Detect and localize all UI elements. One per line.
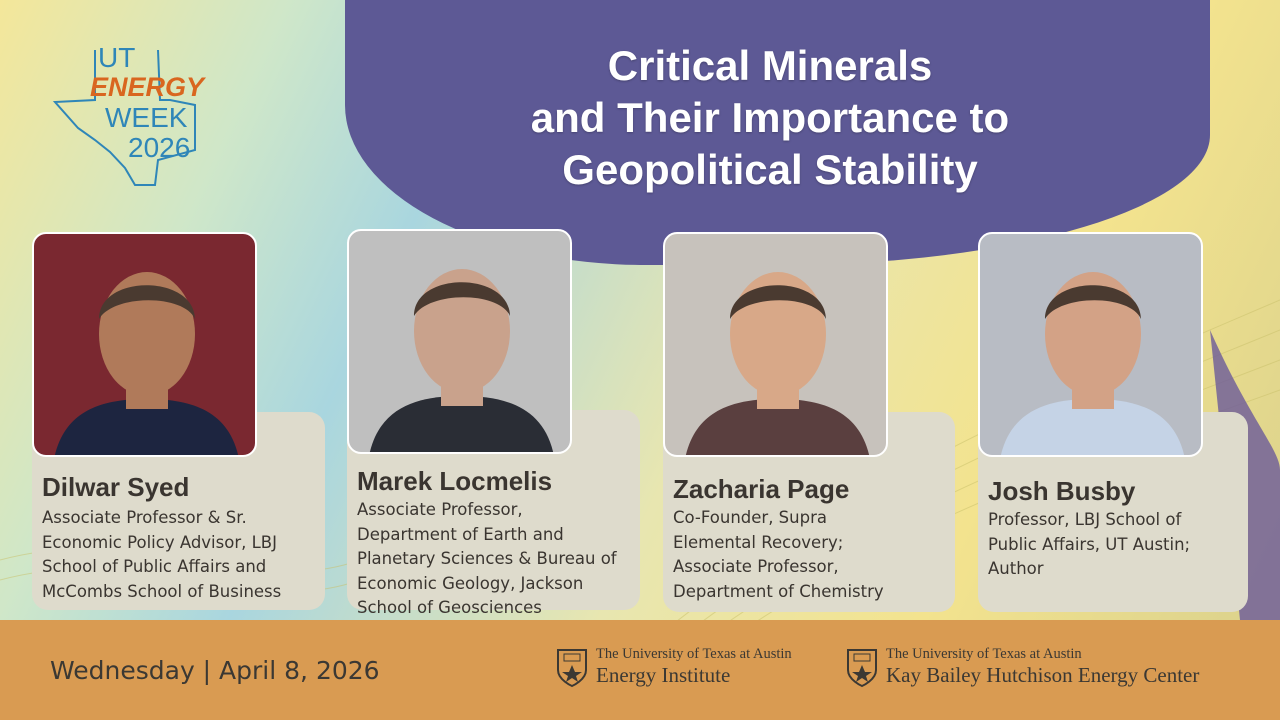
speaker-title: Associate Professor & Sr. <box>42 508 247 527</box>
logo-text: ENERGY <box>90 72 205 102</box>
institution-line: The University of Texas at Austin <box>596 646 792 662</box>
speaker-title: Department of Chemistry <box>673 581 884 601</box>
portrait <box>1001 272 1184 455</box>
title-shape <box>345 0 1210 265</box>
speaker-title: Author <box>988 559 1044 578</box>
speaker-title: School of Geosciences <box>357 598 542 617</box>
institution-name: Kay Bailey Hutchison Energy Center <box>886 663 1200 687</box>
speaker-title: Associate Professor, <box>357 500 523 519</box>
speaker-name: Dilwar Syed <box>42 472 190 502</box>
title-line: and Their Importance to <box>530 94 1010 141</box>
speaker-title: Department of Earth and <box>357 524 564 544</box>
ut-seal <box>846 648 878 688</box>
logo-text: UT <box>98 42 136 73</box>
portrait <box>55 272 238 455</box>
speaker-title: Planetary Sciences & Bureau of <box>357 549 617 568</box>
portrait <box>370 269 553 452</box>
speaker-photo <box>978 232 1203 457</box>
event-date: Wednesday | April 8, 2026 <box>50 656 380 685</box>
seal-icon <box>557 649 587 688</box>
speaker-title: Elemental Recovery; <box>673 532 844 552</box>
logo: UT ENERGY WEEK 2026 <box>50 40 220 200</box>
speaker-title: Economic Geology, Jackson <box>357 573 584 593</box>
speaker-photo <box>663 232 888 457</box>
institution-name: Energy Institute <box>596 663 731 687</box>
seal-icon <box>847 649 877 688</box>
speaker-photo <box>32 232 257 457</box>
speaker-title: Associate Professor, <box>673 557 839 576</box>
footer <box>0 620 1280 720</box>
speaker-name: Josh Busby <box>988 476 1136 506</box>
speaker-title: School of Public Affairs and <box>42 557 267 576</box>
texas-outline <box>52 49 196 186</box>
ut-seal <box>556 648 588 688</box>
speaker-title: Public Affairs, UT Austin; <box>988 534 1191 554</box>
speaker-title: Economic Policy Advisor, LBJ <box>42 532 277 552</box>
speaker-title: Professor, LBJ School of <box>988 510 1182 529</box>
speaker-title: Co-Founder, Supra <box>673 508 827 527</box>
logo-text: WEEK <box>105 102 188 133</box>
logo-text: 2026 <box>128 132 191 163</box>
speaker-name: Marek Locmelis <box>357 466 553 496</box>
institution-line: The University of Texas at Austin <box>886 646 1082 662</box>
portrait <box>686 272 869 455</box>
speaker-title: McCombs School of Business <box>42 581 282 601</box>
institution: The University of Texas at Austin Energy … <box>596 646 792 688</box>
institution: The University of Texas at Austin Kay Bai… <box>886 646 1199 688</box>
title-line: Geopolitical Stability <box>562 146 978 193</box>
title-line: Critical Minerals <box>607 42 933 89</box>
title: Critical Minerals and Their Importance t… <box>345 40 1195 196</box>
speaker-name: Zacharia Page <box>673 474 850 504</box>
speaker-photo <box>347 229 572 454</box>
